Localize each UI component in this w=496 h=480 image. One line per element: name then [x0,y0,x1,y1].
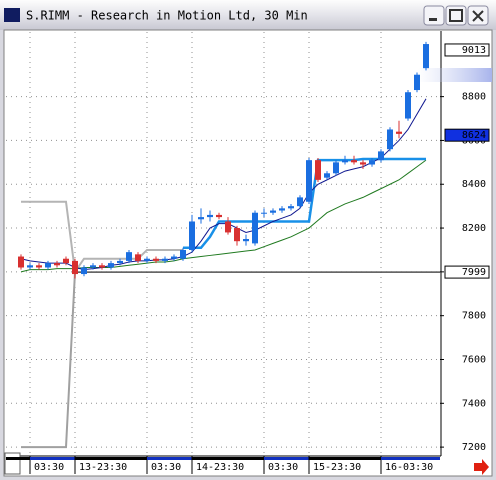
x-tick-label: 03:30 [34,462,64,473]
indicator-line [20,98,427,271]
candle-body [54,263,60,266]
window-title: S.RIMM - Research in Motion Ltd, 30 Min [26,9,308,23]
window-icon [4,8,20,22]
candle-body [243,239,249,242]
candle-body [99,265,105,268]
price-marker-label: 8624 [462,130,486,141]
candle-body [360,162,366,165]
candle-body [333,162,339,174]
candle-body [126,252,132,261]
indicator-line [21,200,183,275]
time-axis-segment [264,457,309,460]
candle-body [261,212,267,214]
candle-body [63,258,69,264]
candle-body [414,74,420,91]
x-tick-label: 16-03:30 [385,462,433,473]
candle-body [252,212,258,244]
indicator-line [183,157,426,250]
y-tick-label: 7800 [462,311,486,322]
price-marker-box [444,43,490,57]
chart-panel [3,29,493,477]
candle-body [180,249,186,259]
scroll-box[interactable] [4,452,21,475]
candle-body [378,151,384,161]
candle-body [45,263,51,268]
y-tick-label: 8800 [462,92,486,103]
candle-body [198,217,204,220]
candle-body [387,129,393,150]
price-marker-box [444,265,490,279]
time-axis-segment [75,457,147,460]
price-marker-label: 7999 [462,267,486,278]
time-axis-segment [192,457,264,460]
scroll-right-arrow[interactable] [474,459,489,475]
candle-body [153,258,159,261]
x-tick-label: 13-23:30 [79,462,127,473]
time-axis-segment [309,457,381,460]
x-tick-label: 03:30 [268,462,298,473]
minimize-button[interactable] [423,5,445,26]
maximize-button[interactable] [445,5,467,26]
candle-body [108,263,114,268]
candle-body [144,258,150,261]
candle-body [81,267,87,275]
y-tick-label: 7200 [462,442,486,453]
candle-body [36,265,42,268]
x-tick-label: 14-23:30 [196,462,244,473]
time-axis-segment [6,457,30,460]
price-marker-label: 9013 [462,45,486,56]
candle-body [225,221,231,233]
indicator-line [20,159,427,273]
y-tick-label: 7600 [462,354,486,365]
candle-body [189,221,195,250]
candle-body [72,260,78,275]
y-tick-label: 8200 [462,223,486,234]
candle-body [342,160,348,163]
candle-body [288,206,294,209]
candle-body [162,258,168,261]
plot-area: 72007400760078008000820084008600880003:3… [6,32,490,474]
candle-body [369,160,375,165]
candle-body [234,228,240,242]
time-axis-segment [30,457,75,460]
time-axis-segment [147,457,192,460]
candle-body [27,265,33,268]
candle-body [423,44,429,69]
price-marker-box [444,128,490,142]
candle-body [315,160,321,180]
candle-body [405,92,411,119]
indicator-line [21,272,76,449]
y-tick-label: 7400 [462,398,486,409]
candle-body [18,256,24,268]
candle-body [135,254,141,261]
x-tick-label: 15-23:30 [313,462,361,473]
candle-body [117,260,123,264]
title-bar [0,0,496,30]
candle-body [207,214,213,218]
candle-body [171,256,177,259]
candle-body [396,131,402,134]
candle-body [324,173,330,178]
candle-body [270,210,276,213]
time-axis-segment [381,457,440,460]
candle-body [90,265,96,268]
x-tick-label: 03:30 [151,462,181,473]
y-tick-label: 8400 [462,179,486,190]
candle-body [297,197,303,207]
candle-body [351,160,357,163]
candle-body [306,160,312,202]
candle-body [216,214,222,218]
candle-body [279,208,285,211]
selection-highlight [418,68,492,82]
close-button[interactable] [467,5,489,26]
